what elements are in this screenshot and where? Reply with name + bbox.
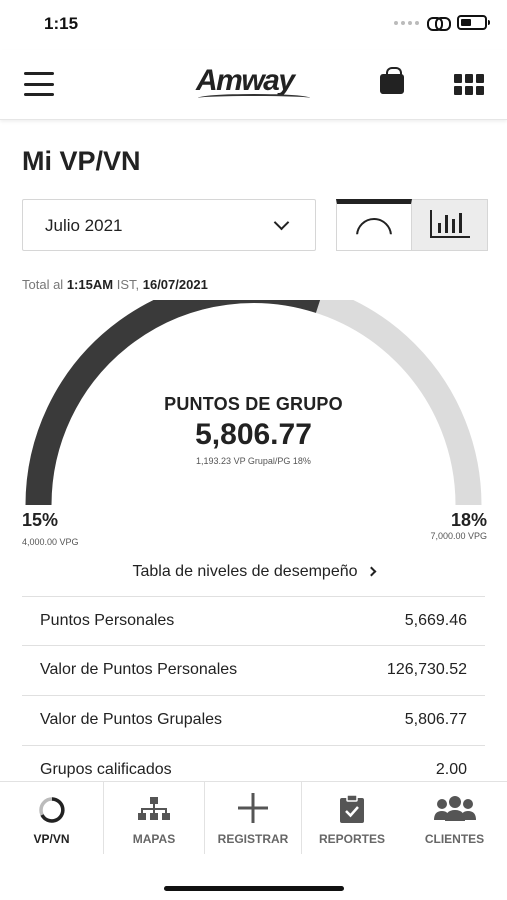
tab-registrar[interactable]: REGISTRAR	[205, 782, 301, 854]
tab-mapas[interactable]: MAPAS	[104, 782, 204, 854]
tab-divider	[301, 782, 302, 854]
bar-chart-icon	[430, 210, 470, 238]
battery-icon	[457, 15, 490, 30]
tab-reportes[interactable]: REPORTES	[302, 782, 402, 854]
cellular-signal-icon	[394, 20, 419, 25]
total-date: 16/07/2021	[142, 277, 208, 292]
tab-label: MAPAS	[132, 832, 176, 846]
month-select[interactable]: Julio 2021	[22, 199, 316, 251]
org-chart-icon	[138, 797, 170, 820]
stat-label: Grupos calificados	[40, 761, 172, 778]
performance-levels-label: Tabla de niveles de desempeño	[132, 563, 358, 580]
shopping-bag-icon[interactable]	[380, 67, 404, 94]
apps-grid-icon[interactable]	[454, 74, 484, 96]
app-header: Amway	[0, 50, 507, 120]
plus-icon	[238, 793, 268, 823]
amway-logo[interactable]: Amway	[196, 64, 314, 102]
link-icon	[427, 16, 451, 31]
home-indicator	[164, 886, 344, 891]
stat-row: Puntos Personales 5,669.46	[22, 596, 485, 646]
bar-chart-view-button[interactable]	[412, 199, 488, 251]
gauge-max-vpg: 7,000.00 VPG	[430, 531, 487, 541]
page-title: Mi VP/VN	[22, 146, 141, 176]
stat-label: Puntos Personales	[40, 612, 175, 629]
performance-levels-link[interactable]: Tabla de niveles de desempeño	[0, 563, 507, 581]
logo-text: Amway	[196, 64, 295, 97]
total-timestamp: Total al 1:15AM IST, 16/07/2021	[22, 277, 208, 292]
circle-progress-icon	[38, 797, 65, 823]
status-time: 1:15	[44, 14, 79, 33]
stat-value: 5,806.77	[404, 711, 467, 728]
stat-value: 5,669.46	[404, 612, 467, 629]
gauge-max-percent: 18%	[450, 510, 487, 530]
tab-clientes[interactable]: CLIENTES	[402, 782, 507, 854]
total-prefix: Total al	[22, 277, 64, 292]
people-icon	[433, 796, 476, 821]
gauge-view-button[interactable]	[336, 199, 412, 251]
tab-divider	[103, 782, 104, 854]
tab-divider	[204, 782, 205, 854]
stat-label: Valor de Puntos Personales	[40, 661, 238, 678]
total-time: 1:15AM	[66, 277, 114, 292]
chevron-right-icon	[366, 566, 376, 577]
total-timezone: IST,	[116, 277, 140, 292]
stat-row: Valor de Puntos Grupales 5,806.77	[22, 696, 485, 746]
group-points-gauge: PUNTOS DE GRUPO 5,806.77 1,193.23 VP Gru…	[0, 277, 507, 550]
tab-label: VP/VN	[33, 832, 70, 846]
gauge-min-percent: 15%	[22, 510, 59, 530]
stat-label: Valor de Puntos Grupales	[40, 711, 223, 728]
gauge-icon	[356, 218, 392, 235]
view-toggle	[336, 199, 488, 251]
tab-label: REPORTES	[318, 832, 385, 846]
stats-list: Puntos Personales 5,669.46 Valor de Punt…	[22, 596, 485, 796]
menu-icon[interactable]	[24, 72, 54, 96]
stat-row: Grupos calificados 2.00	[22, 746, 485, 796]
stat-value: 2.00	[435, 761, 467, 778]
gauge-subtitle: 1,193.23 VP Grupal/PG 18%	[196, 456, 311, 466]
gauge-title: PUNTOS DE GRUPO	[164, 394, 343, 414]
gauge-min-vpg: 4,000.00 VPG	[22, 537, 79, 547]
gauge-value: 5,806.77	[195, 418, 312, 451]
bottom-tab-bar: VP/VN MAPAS REGISTRAR REPORTES	[0, 781, 507, 900]
status-icons	[394, 15, 490, 31]
stat-value: 126,730.52	[386, 661, 467, 678]
stat-row: Valor de Puntos Personales 126,730.52	[22, 646, 485, 696]
status-bar: 1:15	[0, 0, 507, 50]
logo-swoosh	[198, 94, 310, 102]
chevron-down-icon	[273, 214, 290, 231]
clipboard-check-icon	[340, 794, 364, 823]
month-value: Julio 2021	[45, 216, 123, 235]
tab-vp-vn[interactable]: VP/VN	[0, 782, 103, 854]
tab-label: REGISTRAR	[217, 832, 289, 846]
tab-label: CLIENTES	[424, 832, 485, 846]
